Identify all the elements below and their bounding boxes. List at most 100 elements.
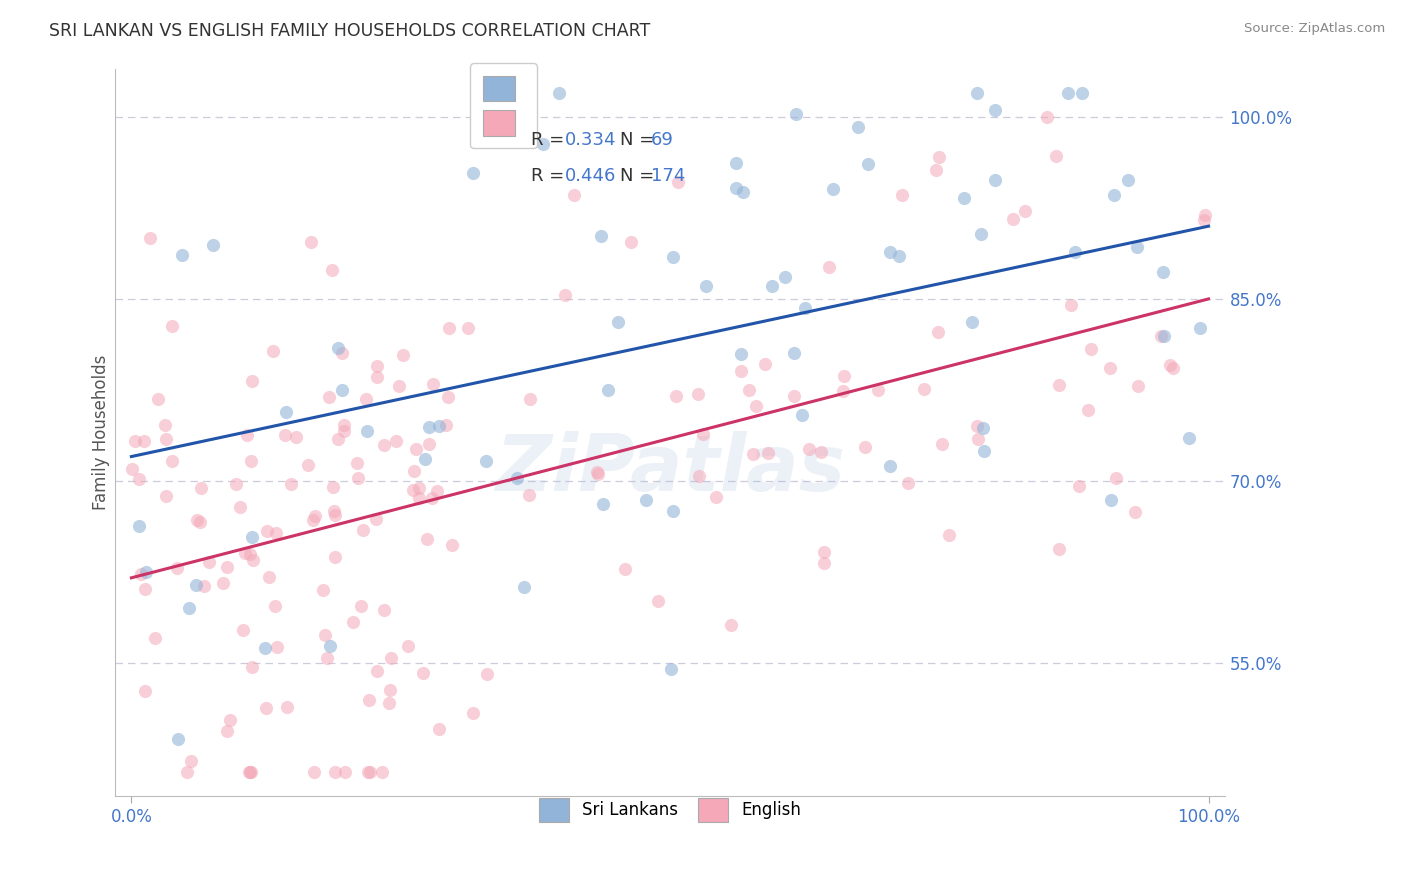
Point — [810, 445, 832, 459]
Point — [868, 383, 890, 397]
Point — [333, 424, 356, 438]
Point — [366, 664, 388, 678]
Point — [519, 95, 541, 110]
Point — [1150, 329, 1173, 343]
Point — [953, 191, 976, 205]
Point — [405, 442, 427, 456]
Point — [586, 467, 609, 482]
Point — [242, 553, 264, 567]
Point — [330, 384, 353, 398]
Point — [1071, 86, 1094, 100]
Point — [350, 599, 373, 613]
Point — [738, 384, 761, 398]
Point — [775, 270, 797, 285]
Point — [233, 546, 256, 560]
Point — [302, 764, 325, 779]
Point — [887, 249, 910, 263]
Point — [517, 488, 540, 502]
Point — [396, 640, 419, 654]
Point — [201, 238, 224, 252]
Point — [402, 483, 425, 497]
Point — [276, 699, 298, 714]
Point — [166, 561, 188, 575]
Point — [1153, 265, 1175, 279]
Point — [356, 764, 378, 779]
Text: N =: N = — [620, 131, 659, 149]
Point — [1077, 403, 1099, 417]
Point — [304, 509, 326, 524]
Point — [378, 696, 401, 710]
Point — [1105, 470, 1128, 484]
Point — [620, 235, 643, 250]
Point — [938, 528, 960, 542]
Point — [418, 436, 440, 450]
Point — [155, 433, 177, 447]
Point — [970, 227, 993, 241]
Point — [1153, 329, 1175, 343]
Point — [984, 103, 1007, 117]
Point — [256, 524, 278, 539]
Point — [323, 549, 346, 564]
Point — [695, 279, 717, 293]
Point — [366, 370, 388, 384]
Point — [333, 418, 356, 433]
Point — [323, 764, 346, 779]
Point — [188, 515, 211, 529]
Point — [167, 731, 190, 746]
Text: R =: R = — [531, 131, 571, 149]
Point — [131, 567, 153, 582]
Point — [513, 580, 536, 594]
Point — [134, 683, 156, 698]
Point — [323, 508, 346, 523]
Point — [297, 458, 319, 473]
Point — [402, 464, 425, 478]
Point — [356, 424, 378, 438]
Point — [302, 513, 325, 527]
Point — [662, 250, 685, 264]
Point — [879, 459, 901, 474]
Point — [373, 602, 395, 616]
Point — [1194, 213, 1216, 227]
Point — [966, 432, 988, 446]
Point — [179, 601, 201, 615]
Point — [219, 713, 242, 727]
Point — [121, 462, 143, 476]
Point — [134, 582, 156, 596]
Point — [366, 359, 388, 374]
Point — [783, 346, 806, 360]
Point — [688, 387, 710, 401]
Point — [148, 392, 170, 406]
Point — [931, 437, 953, 451]
Point — [461, 166, 484, 180]
Text: SRI LANKAN VS ENGLISH FAMILY HOUSEHOLDS CORRELATION CHART: SRI LANKAN VS ENGLISH FAMILY HOUSEHOLDS … — [49, 22, 651, 40]
Point — [793, 301, 815, 315]
Point — [239, 764, 262, 779]
Point — [284, 430, 307, 444]
Text: 69: 69 — [651, 131, 673, 149]
Point — [254, 701, 277, 715]
Point — [263, 599, 285, 614]
Point — [266, 640, 288, 655]
Point — [1047, 542, 1070, 557]
Point — [785, 107, 807, 121]
Point — [1098, 360, 1121, 375]
Point — [733, 185, 755, 199]
Point — [925, 163, 948, 178]
Point — [741, 447, 763, 461]
Point — [232, 624, 254, 638]
Point — [966, 86, 988, 100]
Point — [457, 321, 479, 335]
Point — [1001, 211, 1024, 226]
Point — [1036, 110, 1059, 124]
Point — [132, 434, 155, 448]
Point — [966, 418, 988, 433]
Point — [1099, 493, 1122, 508]
Point — [477, 667, 499, 681]
Point — [1067, 479, 1090, 493]
Point — [1128, 379, 1150, 393]
Point — [592, 497, 614, 511]
Point — [436, 390, 458, 404]
Legend: Sri Lankans, English: Sri Lankans, English — [526, 785, 814, 835]
Point — [420, 491, 443, 505]
Point — [1102, 188, 1125, 202]
